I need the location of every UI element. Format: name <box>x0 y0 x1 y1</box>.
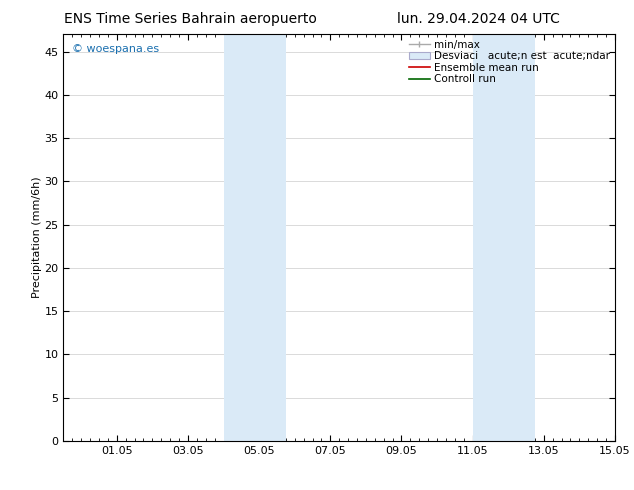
Legend: min/max, Desviaci   acute;n est  acute;ndar, Ensemble mean run, Controll run: min/max, Desviaci acute;n est acute;ndar… <box>406 37 612 86</box>
Text: lun. 29.04.2024 04 UTC: lun. 29.04.2024 04 UTC <box>398 12 560 26</box>
Text: © woespana.es: © woespana.es <box>72 45 158 54</box>
Bar <box>224 34 286 441</box>
Bar <box>472 34 535 441</box>
Y-axis label: Precipitation (mm/6h): Precipitation (mm/6h) <box>32 177 42 298</box>
Text: ENS Time Series Bahrain aeropuerto: ENS Time Series Bahrain aeropuerto <box>64 12 316 26</box>
